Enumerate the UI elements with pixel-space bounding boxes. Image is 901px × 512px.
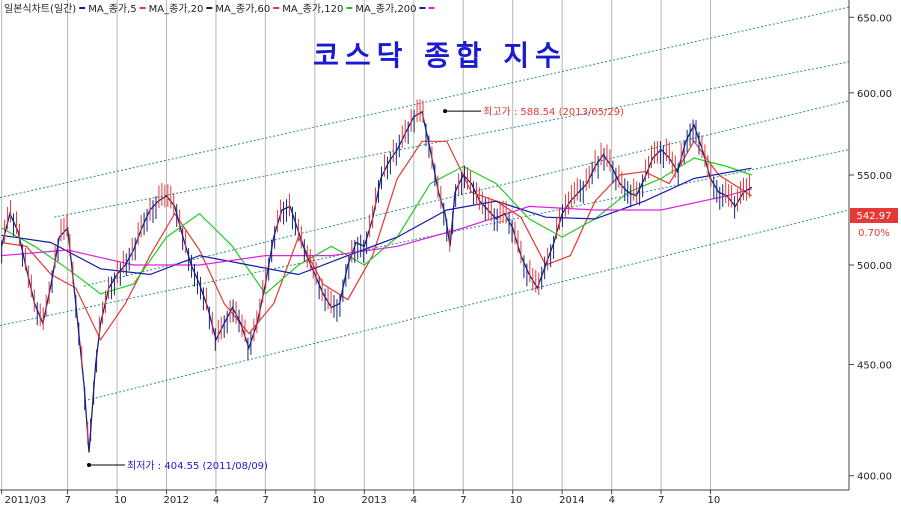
price-series: [0, 99, 753, 453]
channel-line: [83, 100, 850, 287]
annotations: 최고가 : 588.54 (2013/05/29) 최저가 : 404.55 (2…: [87, 106, 624, 472]
y-axis-ticks: 400.00 450.00 500.00 550.00 600.00 650.00: [849, 13, 892, 483]
x-tick-label: 2013: [361, 495, 386, 506]
x-tick-label: 7: [262, 495, 268, 506]
y-tick-label: 500.00: [857, 261, 892, 272]
legend-swatch: [79, 7, 86, 9]
legend-swatch: [428, 7, 435, 9]
legend-label: MA_종가,5: [88, 3, 136, 15]
channel-line: [83, 209, 850, 402]
legend-label: MA_종가,20: [149, 3, 204, 15]
moving-average-line: [1, 140, 753, 341]
legend-swatch: [206, 7, 213, 9]
axes: [0, 0, 850, 491]
y-tick-label: 450.00: [857, 361, 892, 372]
chart-title: 코스닥 종합 지수: [313, 39, 567, 72]
price-line: [0, 110, 753, 453]
y-tick-label: 650.00: [857, 13, 892, 24]
channel-line: [0, 149, 850, 326]
x-tick-label: 4: [609, 495, 615, 506]
x-axis-ticks: 2011/03 7 10 2012 4 7 10 2013 4 7 10 2014 4 7 10: [1, 490, 721, 506]
legend-swatch: [419, 7, 426, 9]
x-tick-label: 2012: [164, 495, 189, 506]
x-tick-label: 4: [213, 495, 219, 506]
current-value-background: [850, 208, 898, 223]
legend-label: 일본식차트(일간): [4, 3, 76, 15]
current-change-label: 0.70%: [858, 228, 890, 239]
legend-label: MA_종가,60: [215, 3, 270, 15]
legend-swatch: [139, 7, 146, 9]
current-value-box: 542.97 0.70%: [850, 208, 898, 239]
legend-label: MA_종가,200: [355, 3, 416, 15]
trend-channel-lines: [0, 6, 850, 402]
x-tick-label: 10: [510, 495, 523, 506]
x-tick-label: 2014: [559, 495, 584, 506]
channel-line: [54, 61, 850, 218]
legend-swatch: [346, 7, 353, 9]
channel-line: [0, 6, 850, 199]
legend: 일본식차트(일간) MA_종가,5 MA_종가,20 MA_종가,60 MA_종가,12…: [4, 3, 435, 15]
current-value-label: 542.97: [857, 211, 892, 222]
moving-average-lines: [1, 140, 753, 341]
x-tick-label: 2011/03: [5, 495, 47, 506]
legend-label: MA_종가,120: [282, 3, 343, 15]
y-tick-label: 600.00: [857, 89, 892, 100]
x-tick-label: 10: [708, 495, 721, 506]
x-tick-label: 7: [658, 495, 664, 506]
annotation-label: 최저가 : 404.55 (2011/08/09): [127, 460, 268, 472]
x-tick-label: 7: [65, 495, 71, 506]
annotation-label: 최고가 : 588.54 (2013/05/29): [483, 106, 624, 118]
legend-swatch: [273, 7, 280, 9]
y-tick-label: 400.00: [857, 472, 892, 483]
x-tick-label: 7: [460, 495, 466, 506]
x-tick-label: 4: [411, 495, 417, 506]
y-tick-label: 550.00: [857, 171, 892, 182]
x-tick-label: 10: [114, 495, 127, 506]
x-tick-label: 10: [312, 495, 325, 506]
moving-average-line: [1, 188, 752, 266]
